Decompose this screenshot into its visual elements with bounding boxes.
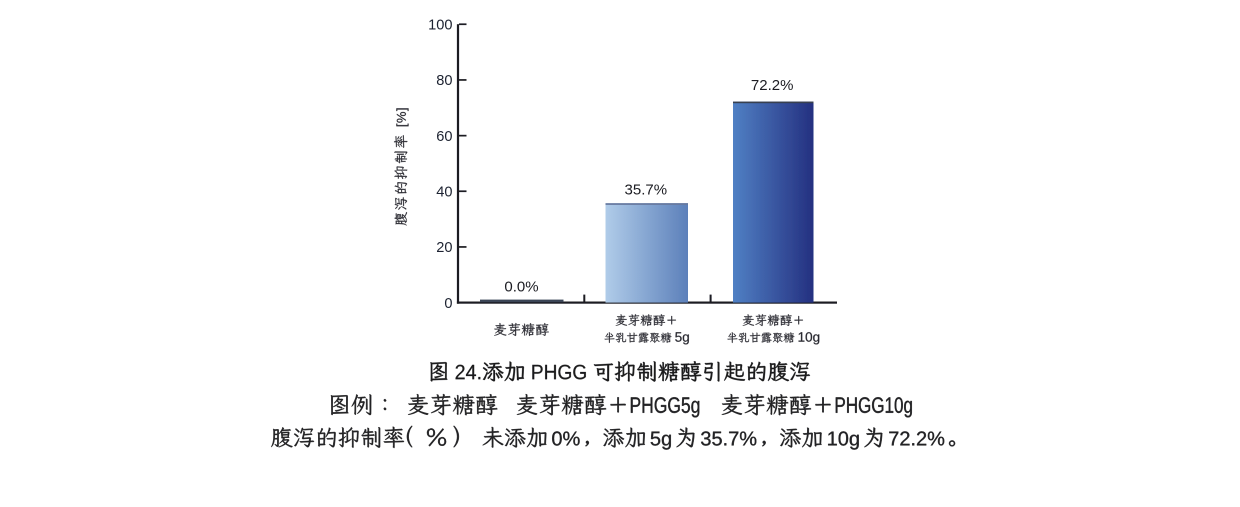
svg-text:20: 20 bbox=[436, 240, 452, 256]
svg-text:0: 0 bbox=[444, 296, 452, 312]
svg-text:0.0%: 0.0% bbox=[504, 279, 538, 296]
svg-text:80: 80 bbox=[436, 73, 452, 89]
svg-text:35.7%: 35.7% bbox=[625, 182, 668, 199]
svg-text:100: 100 bbox=[428, 17, 452, 33]
svg-text:40: 40 bbox=[436, 184, 452, 200]
svg-text:60: 60 bbox=[436, 129, 452, 145]
svg-text:72.2%: 72.2% bbox=[751, 77, 794, 94]
